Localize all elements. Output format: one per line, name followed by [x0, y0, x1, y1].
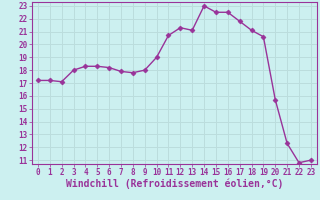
X-axis label: Windchill (Refroidissement éolien,°C): Windchill (Refroidissement éolien,°C) [66, 179, 283, 189]
